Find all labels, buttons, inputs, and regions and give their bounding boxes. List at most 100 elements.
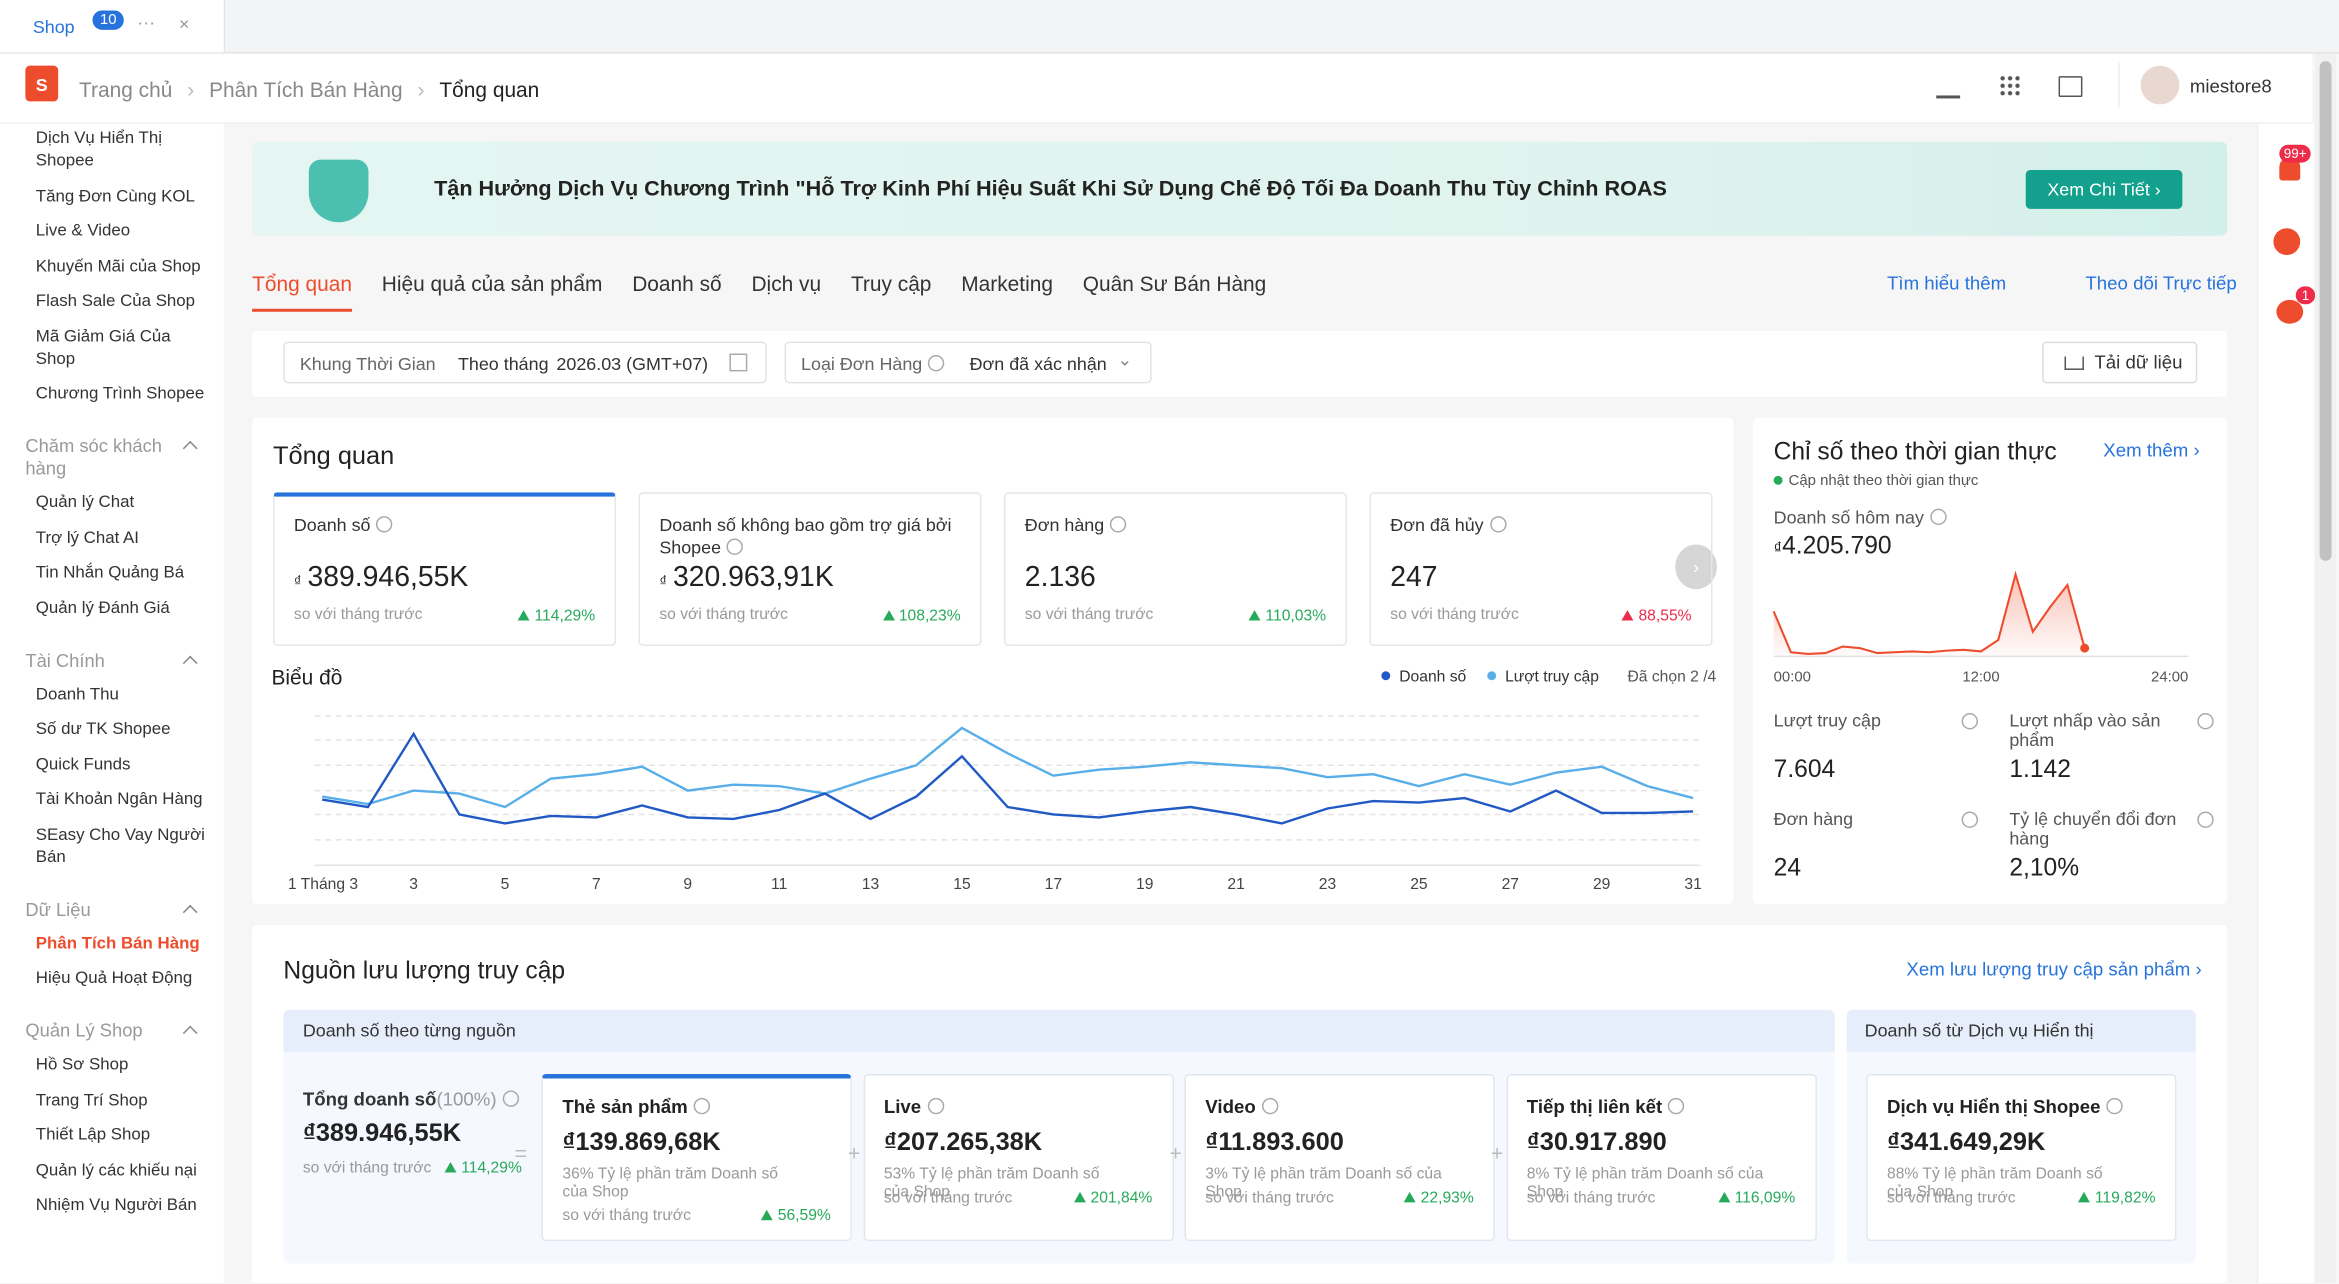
sidebar-item[interactable]: Phân Tích Bán Hàng [35,934,200,953]
avatar[interactable] [2140,65,2180,105]
tab[interactable]: Tổng quan [252,271,352,312]
sidebar-item[interactable]: Quick Funds [35,755,131,774]
value: ₫341.649,29K [1887,1127,2046,1157]
x-tick-label: 15 [953,876,971,893]
sidebar-item[interactable]: Tin Nhắn Quảng Bá [35,563,185,582]
sidebar-item[interactable]: Thiết Lập Shop [35,1126,151,1145]
source-card[interactable]: Live ₫207.265,38K 53% Tỷ lệ phần trăm Doan… [862,1074,1174,1242]
button-label: Xem Chi Tiết [2047,179,2150,200]
x-tick-label: 25 [1410,876,1428,893]
sidebar-item[interactable]: Quản lý Chat [35,493,135,512]
tab[interactable]: Truy cập [850,271,932,296]
sidebar-item[interactable]: Tài Khoản Ngân Hàng [35,790,203,809]
metric-card[interactable]: Đơn hàng 2.136 so với tháng trước 110,03% [1003,492,1348,646]
label: Tải dữ liệu [2094,352,2183,373]
sidebar-item[interactable]: Mã Giảm Giá Của Shop [35,327,171,368]
banner: Tận Hưởng Dịch Vụ Chương Trình "Hỗ Trợ K… [252,141,2228,236]
help [2197,811,2214,828]
sidebar-item[interactable]: Trang Trí Shop [35,1091,148,1110]
sidebar-item[interactable]: SEasy Cho Vay Người Bán [35,825,205,866]
browser-tab[interactable]: Shop 10 ··· × [0,0,226,53]
download-icon[interactable] [1936,75,1961,99]
crumb[interactable]: Tổng quan [439,77,540,102]
metric-card[interactable]: Doanh số không bao gồm trợ giá bởi Shope… [638,492,982,646]
tab-close[interactable]: × [179,13,190,35]
see-more[interactable]: Xem thêm › [2103,440,2200,461]
scrollbar[interactable] [2315,53,2337,1283]
crumb[interactable]: Trang chủ [79,77,173,102]
sidebar-item[interactable]: Quản lý các khiếu nại [35,1161,197,1180]
sidebar-item[interactable]: Chương Trình Shopee [35,384,205,403]
tab[interactable]: Marketing [961,271,1053,296]
sidebar-item[interactable]: Doanh Thu [35,685,119,704]
metric-label: Đơn hàng [1774,809,1965,829]
download-button[interactable]: Tải dữ liệu [2042,341,2198,384]
sidebar-item[interactable]: Trợ lý Chat AI [35,528,139,547]
text: Dịch vụ Hiển thị Shopee [1887,1096,2101,1118]
apps-icon[interactable] [1998,74,2020,96]
banner-button[interactable]: Xem Chi Tiết › [2025,170,2183,209]
metric-label: Doanh số [294,515,600,537]
crumb[interactable]: Phân Tích Bán Hàng [209,77,403,102]
realtime-chart: 00:00 12:00 24:00 [1772,570,2189,686]
value: 389.946,55K [307,562,469,594]
selected-count[interactable]: Đã chọn 2 /4 [1627,668,1717,687]
help [2106,1097,2123,1115]
live-monitor[interactable]: Theo dõi Trực tiếp [2085,272,2237,294]
tab-menu[interactable]: ··· [137,11,156,33]
legend-item[interactable]: Doanh số [1381,668,1466,686]
sidebar-item[interactable]: Số dư TK Shopee [35,720,171,739]
support-icon[interactable] [2273,228,2301,256]
sidebar-header[interactable]: Dữ Liệu [25,899,198,921]
value: ₫30.917.890 [1526,1127,1667,1157]
tab[interactable]: Quân Sư Bán Hàng [1082,271,1267,296]
sidebar-item[interactable]: Flash Sale Của Shop [35,292,196,311]
learn-more[interactable]: Tìm hiểu thêm [1887,272,2007,294]
metric-card[interactable]: Doanh số ₫ 389.946,55K so với tháng trước 11… [272,492,617,646]
source-card[interactable]: Thẻ sản phẩm ₫139.869,68K 36% Tỷ lệ phần t… [541,1074,852,1242]
sidebar-item[interactable]: Dịch Vụ Hiển Thị Shopee [35,129,162,171]
sidebar-header[interactable]: Quản Lý Shop [25,1020,198,1042]
text: Đơn hàng [1024,514,1105,536]
label: Video [1205,1096,1279,1117]
sidebar-item[interactable]: Khuyến Mãi của Shop [35,257,201,276]
link: Xem thêm [2103,440,2189,461]
text: 114,29% [461,1159,522,1177]
x-tick-label: 7 [592,876,601,893]
sidebar-item[interactable]: Hồ Sơ Shop [35,1056,129,1075]
metric-value: 247 [1390,562,1437,595]
arrow [1718,1191,1731,1203]
banner-text: Tận Hưởng Dịch Vụ Chương Trình "Hỗ Trợ K… [434,177,1667,202]
chat-icon[interactable] [2276,299,2304,324]
tab[interactable]: Hiệu quả của sản phẩm [381,271,603,296]
plus: + [848,1141,861,1166]
user-name[interactable]: miestore8 [2189,76,2272,97]
logo[interactable]: S [25,65,59,102]
time-filter[interactable]: Khung Thời Gian Theo tháng 2026.03 (GMT+… [283,341,767,384]
metric-card[interactable]: Đơn đã hủy 247 so với tháng trước 88,55% [1369,492,1713,646]
share: 36% Tỷ lệ phần trăm Doanh số của Shop [562,1165,779,1201]
sidebar-item[interactable]: Nhiệm Vụ Người Bán [35,1196,197,1215]
updated: Cập nhật theo thời gian thực [1773,473,1978,489]
traffic-link[interactable]: Xem lưu lượng truy cập sản phẩm › [1906,959,2202,981]
sidebar-item[interactable]: Tăng Đơn Cùng KOL [35,187,195,206]
book-icon[interactable] [2058,76,2083,97]
sidebar-header[interactable]: Tài Chính [25,650,198,672]
next-arrow[interactable]: › [1675,544,1717,590]
metric-value: 2.136 [1025,562,1096,595]
source-card[interactable]: Tiếp thị liên kết ₫30.917.890 8% Tỷ lệ phầ… [1505,1074,1817,1242]
sidebar-item[interactable]: Hiệu Quả Hoạt Động [35,969,193,988]
source-card[interactable]: Video ₫11.893.600 3% Tỷ lệ phần trăm Doanh… [1184,1074,1495,1242]
source-card[interactable]: Dịch vụ Hiển thị Shopee ₫341.649,29K 88% T… [1866,1074,2177,1242]
change: 108,23% [882,607,961,625]
tab[interactable]: Doanh số [632,271,722,296]
sidebar-item[interactable]: Live & Video [35,222,131,241]
order-filter[interactable]: Loại Đơn Hàng Đơn đã xác nhận ⌄ [784,341,1152,384]
legend-item[interactable]: Lượt truy cập [1487,668,1599,686]
help [727,538,744,555]
value: 2026.03 (GMT+07) [556,353,709,375]
sidebar-header[interactable]: Chăm sóc khách hàng [25,436,198,481]
tab[interactable]: Dịch vụ [751,271,822,296]
x-tick-label: 27 [1502,876,1519,893]
sidebar-item[interactable]: Quản lý Đánh Giá [35,598,170,617]
